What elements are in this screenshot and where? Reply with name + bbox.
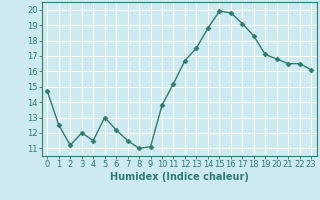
X-axis label: Humidex (Indice chaleur): Humidex (Indice chaleur) bbox=[110, 172, 249, 182]
